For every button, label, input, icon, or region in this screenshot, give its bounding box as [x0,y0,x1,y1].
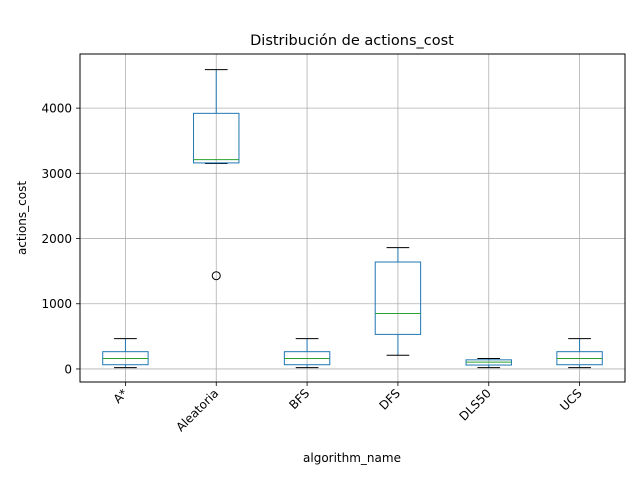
plot-frame [79,53,626,383]
grid-lines [80,54,625,382]
y-axis-label: actions_cost [15,181,29,255]
box-iqr [193,112,240,164]
x-axis-label: algorithm_name [303,451,401,465]
outlier-point [211,271,221,281]
y-axis-ticks: 0 1000 2000 3000 4000 [41,102,80,376]
boxes-group [102,69,603,369]
box-group [374,247,422,356]
box-group [556,338,603,369]
box-group [102,338,149,369]
box-group [465,358,512,369]
y-tick-label: 4000 [41,102,72,116]
box-group [283,338,331,369]
y-tick-label: 2000 [41,232,72,246]
y-tick-label: 1000 [41,297,72,311]
box-iqr [374,261,422,335]
y-tick-label: 0 [64,362,72,376]
y-tick-label: 3000 [41,167,72,181]
box-group [193,69,240,281]
chart-title: Distribución de actions_cost [250,33,454,49]
